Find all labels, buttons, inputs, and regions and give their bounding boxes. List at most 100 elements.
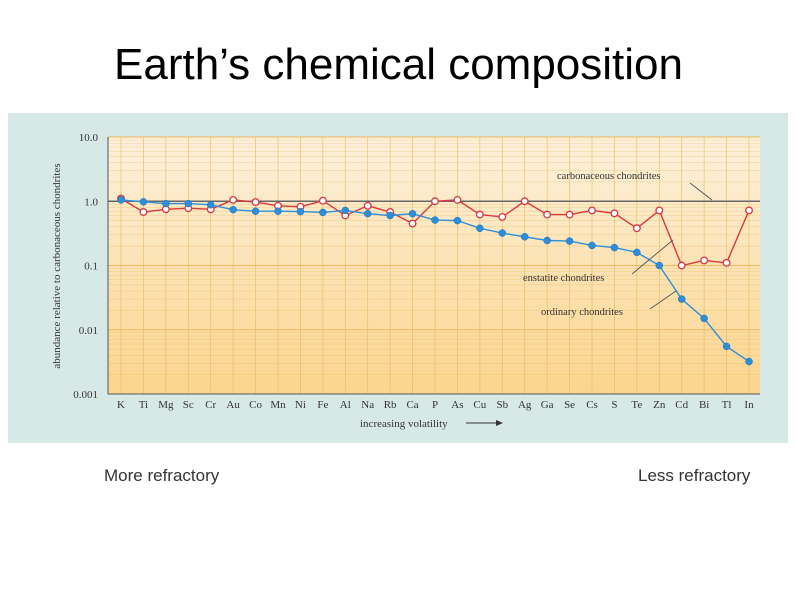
ordinary-leader-line (649, 290, 677, 310)
more-refractory-caption: More refractory (104, 466, 220, 485)
x-tick-label: Sc (183, 399, 194, 411)
enstatite-point (431, 197, 439, 206)
x-axis-label: increasing volatility (360, 418, 448, 430)
ordinary-point (386, 211, 394, 220)
x-tick-label: Sb (496, 399, 508, 411)
x-tick-label: In (744, 399, 754, 411)
enstatite-point (139, 208, 148, 216)
x-tick-label: K (117, 399, 125, 411)
ordinary-point (162, 199, 170, 208)
y-axis-label: abundance relative to carbonaceous chond… (51, 163, 63, 368)
ordinary-point (139, 198, 148, 206)
x-tick-label: Mn (270, 399, 286, 411)
x-tick-label: Cs (586, 399, 598, 411)
y-tick-label: 0.1 (84, 261, 98, 273)
enstatite-point (229, 195, 238, 204)
enstatite-point (453, 195, 462, 204)
x-tick-label: Ti (139, 399, 148, 411)
ordinary-point (543, 236, 551, 245)
ordinary-point (117, 196, 125, 204)
enstatite-point (655, 206, 664, 215)
enstatite-point (318, 196, 327, 205)
ordinary-point (296, 207, 305, 216)
x-tick-label: Mg (158, 399, 174, 411)
slide-title: Earth’s chemical composition (114, 40, 683, 89)
enstatite-point (588, 206, 596, 215)
x-axis-arrow-head (496, 420, 503, 426)
enstatite-point (520, 197, 529, 206)
ordinary-point (319, 208, 327, 217)
ordinary-point (677, 295, 686, 303)
series-layer (117, 194, 753, 366)
ordinary-point (229, 205, 237, 214)
ordinary-point (700, 314, 708, 323)
enstatite-point (251, 198, 260, 207)
x-tick-label: Bi (699, 399, 709, 411)
y-tick-label: 10.0 (79, 132, 99, 144)
enstatite-point (498, 212, 507, 221)
enstatite-chondrites-annotation: enstatite chondrites (523, 273, 604, 284)
x-tick-label: Cu (473, 399, 486, 411)
ordinary-point (745, 357, 753, 366)
enstatite-point (632, 224, 641, 233)
enstatite-point (475, 210, 484, 219)
ordinary-point (520, 233, 529, 241)
x-tick-label: Al (340, 399, 351, 411)
x-tick-label: Ag (518, 399, 532, 411)
x-tick-label: Se (564, 399, 575, 411)
ordinary-point (206, 201, 215, 209)
y-tick-label: 0.01 (79, 325, 98, 337)
y-tick-label: 1.0 (84, 196, 98, 208)
x-tick-label: Au (226, 399, 240, 411)
enstatite-point (610, 209, 619, 218)
x-tick-label: Cd (675, 399, 688, 411)
enstatite-leader-line (631, 239, 674, 275)
x-tick-label: As (451, 399, 463, 411)
ordinary-point (655, 261, 664, 270)
enstatite-point (408, 219, 417, 228)
ordinary-chondrites-annotation: ordinary chondrites (541, 307, 623, 318)
x-tick-label: Ga (541, 399, 554, 411)
x-tick-label: Te (631, 399, 642, 411)
ordinary-point (251, 207, 260, 215)
enstatite-point (722, 258, 731, 267)
ordinary-point (588, 241, 596, 250)
axes: 10.0 1.0 0.1 0.01 0.001 K Ti Mg Sc Cr Au Co Mn Ni Fe Al… (51, 132, 760, 430)
ordinary-point (633, 248, 641, 257)
ordinary-point (184, 199, 193, 208)
x-tick-label: Co (249, 399, 262, 411)
ordinary-point (722, 342, 731, 351)
x-tick-label: Tl (722, 399, 732, 411)
enstatite-point (543, 210, 552, 219)
less-refractory-caption: Less refractory (638, 466, 751, 485)
x-tick-label: Zn (653, 399, 666, 411)
ordinary-point (476, 224, 484, 232)
enstatite-point (700, 256, 709, 265)
ordinary-point (565, 237, 574, 245)
x-tick-label: S (611, 399, 617, 411)
carbonaceous-chondrites-annotation: carbonaceous chondrites (557, 171, 661, 182)
ordinary-point (498, 229, 507, 237)
x-tick-label: Na (361, 399, 374, 411)
y-tick-label: 0.001 (73, 389, 98, 401)
enstatite-point (745, 206, 753, 215)
ordinary-point (431, 216, 439, 224)
enstatite-point (677, 261, 686, 270)
ordinary-point (274, 207, 282, 215)
ordinary-point (341, 206, 350, 215)
x-tick-label: Rb (384, 399, 397, 411)
x-tick-label: Ca (406, 399, 418, 411)
annotations: carbonaceous chondrites enstatite chondri… (523, 171, 713, 318)
x-tick-label: Ni (295, 399, 306, 411)
carbonaceous-leader-line (689, 182, 713, 201)
ordinary-point (408, 209, 417, 218)
enstatite-point (565, 210, 574, 219)
ordinary-point (610, 243, 619, 252)
x-tick-label: Cr (205, 399, 216, 411)
ordinary-point (453, 216, 462, 225)
x-tick-label: P (432, 399, 438, 411)
x-tick-label: Fe (317, 399, 328, 411)
enstatite-point (363, 201, 372, 210)
ordinary-point (363, 209, 372, 218)
